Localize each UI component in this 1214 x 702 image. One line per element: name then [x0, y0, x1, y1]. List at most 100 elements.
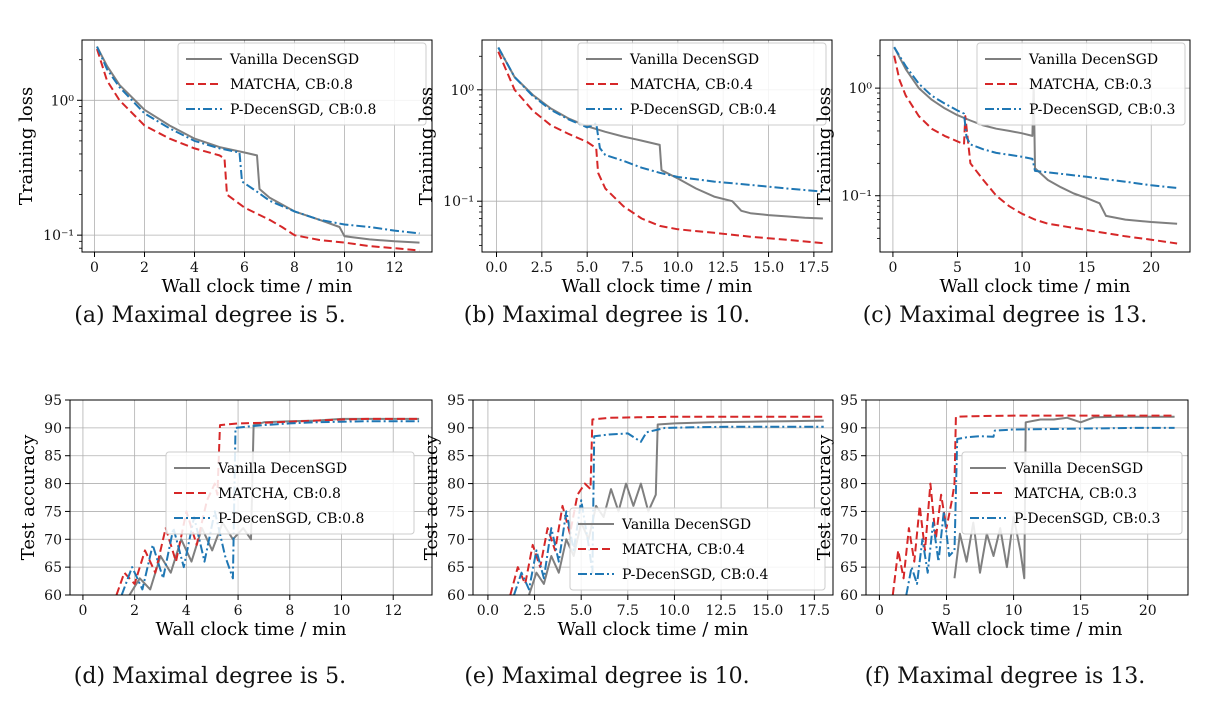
- x-tick-label: 2.5: [523, 603, 545, 619]
- legend-label: MATCHA, CB:0.8: [230, 77, 353, 93]
- y-axis-label: Test accuracy: [421, 434, 442, 560]
- legend: Vanilla DecenSGD MATCHA, CB:0.8 P-DecenSGD…: [177, 42, 427, 126]
- axes-frame: [472, 399, 834, 596]
- legend-label: P-DecenSGD, CB:0.3: [1029, 102, 1175, 118]
- series-line-1: [96, 46, 420, 244]
- caption-e: (e) Maximal degree is 10.: [464, 664, 750, 689]
- series-line-2: [96, 48, 420, 252]
- series-line-2: [497, 51, 823, 245]
- y-tick-label: 70: [44, 532, 62, 548]
- y-tick-label: 90: [44, 421, 62, 437]
- legend-label: MATCHA, CB:0.4: [622, 542, 745, 558]
- y-tick-label: 85: [840, 449, 858, 465]
- y-tick-label: 85: [447, 449, 465, 465]
- y-tick-label: 80: [44, 477, 62, 493]
- series-line-1: [953, 415, 1175, 580]
- axes-frame: [481, 39, 833, 253]
- chart-c: 0 5 10 15 20 10⁻¹ 10⁰ Wall clock time / min Trai…: [814, 39, 1191, 297]
- x-axis-label: Wall clock time / min: [940, 276, 1131, 297]
- y-tick-label: 10⁻¹: [841, 189, 872, 205]
- x-tick-label: 10: [1013, 260, 1031, 276]
- chart-f: 0 5 10 15 20 60 65 70 75 80 85 90 95 Wall clock time …: [814, 393, 1189, 640]
- x-tick-label: 5.0: [570, 603, 592, 619]
- x-tick-label: 15: [1072, 603, 1090, 619]
- x-axis-label: Wall clock time / min: [156, 619, 347, 640]
- legend-label: MATCHA, CB:0.3: [1014, 486, 1137, 502]
- legend: Vanilla DecenSGD MATCHA, CB:0.4 P-DecenSGD…: [577, 42, 827, 126]
- legend-box: [961, 451, 1183, 535]
- legend-label: P-DecenSGD, CB:0.8: [218, 511, 364, 527]
- y-tick-label: 85: [44, 449, 62, 465]
- chart-e: 0.0 2.5 5.0 7.5 10.0 12.5 15.0 17.5 60 65 70 75 80 85…: [421, 393, 834, 640]
- x-tick-label: 10: [333, 603, 351, 619]
- x-tick-label: 12.5: [708, 260, 739, 276]
- series-line-1: [893, 46, 1178, 225]
- y-tick-label: 70: [447, 532, 465, 548]
- x-tick-label: 20: [1139, 603, 1157, 619]
- x-tick-label: 10.0: [662, 260, 693, 276]
- legend: Vanilla DecenSGD MATCHA, CB:0.3 P-DecenSGD…: [976, 42, 1186, 126]
- y-tick-label: 90: [840, 421, 858, 437]
- x-axis-label: Wall clock time / min: [562, 276, 753, 297]
- series-line-2: [509, 415, 824, 595]
- caption-b: (b) Maximal degree is 10.: [463, 303, 751, 328]
- y-axis-label: Training loss: [416, 87, 437, 205]
- chart-b: 0.0 2.5 5.0 7.5 10.0 12.5 15.0 17.5 10⁻¹ 10⁰ Wall …: [416, 39, 833, 297]
- legend-label: P-DecenSGD, CB:0.4: [630, 102, 777, 118]
- legend: Vanilla DecenSGD MATCHA, CB:0.8 P-DecenSGD…: [165, 451, 415, 535]
- x-tick-label: 12: [386, 260, 404, 276]
- legend-label: Vanilla DecenSGD: [629, 52, 759, 68]
- legend-label: P-DecenSGD, CB:0.3: [1014, 511, 1160, 527]
- x-tick-label: 15.0: [752, 603, 783, 619]
- series-line-2: [891, 414, 1175, 595]
- x-tick-label: 20: [1142, 260, 1160, 276]
- series-line-3: [497, 47, 823, 193]
- x-tick-label: 5.0: [576, 260, 598, 276]
- x-tick-label: 0: [875, 603, 884, 619]
- caption-a: (a) Maximal degree is 5.: [74, 303, 346, 328]
- x-tick-label: 4: [182, 603, 191, 619]
- y-axis-label: Training loss: [814, 87, 835, 205]
- x-axis-label: Wall clock time / min: [558, 619, 749, 640]
- x-tick-label: 0: [78, 603, 87, 619]
- y-tick-label: 10⁻¹: [443, 194, 474, 210]
- x-tick-label: 6: [240, 260, 249, 276]
- y-tick-label: 10⁰: [451, 83, 475, 99]
- x-tick-label: 10.0: [659, 603, 690, 619]
- series-line-3: [893, 46, 1178, 189]
- caption-f: (f) Maximal degree is 13.: [864, 664, 1146, 689]
- x-tick-label: 6: [234, 603, 243, 619]
- x-tick-label: 17.5: [799, 603, 830, 619]
- y-tick-label: 10⁰: [51, 93, 75, 109]
- y-tick-label: 80: [840, 477, 858, 493]
- x-axis-label: Wall clock time / min: [162, 276, 353, 297]
- legend-box: [976, 42, 1186, 126]
- legend-label: P-DecenSGD, CB:0.8: [230, 102, 376, 118]
- y-tick-label: 65: [447, 560, 465, 576]
- legend-box: [569, 507, 826, 591]
- x-tick-label: 5: [942, 603, 951, 619]
- legend-label: MATCHA, CB:0.8: [218, 486, 341, 502]
- x-tick-label: 12: [384, 603, 402, 619]
- y-tick-label: 90: [447, 421, 465, 437]
- axes-frame: [69, 399, 433, 596]
- legend-label: Vanilla DecenSGD: [1028, 52, 1158, 68]
- x-tick-label: 2.5: [531, 260, 553, 276]
- x-tick-label: 0: [888, 260, 897, 276]
- x-tick-label: 0: [90, 260, 99, 276]
- series-line-1: [497, 47, 823, 220]
- axes-frame: [865, 399, 1189, 596]
- series-line-2: [893, 55, 1178, 245]
- x-tick-label: 4: [190, 260, 199, 276]
- axes-frame: [81, 39, 433, 253]
- y-tick-label: 65: [44, 560, 62, 576]
- legend: Vanilla DecenSGD MATCHA, CB:0.3 P-DecenSGD…: [961, 451, 1183, 535]
- x-tick-label: 7.5: [617, 603, 639, 619]
- series-line-3: [120, 420, 420, 595]
- legend: Vanilla DecenSGD MATCHA, CB:0.4 P-DecenSGD…: [569, 507, 826, 591]
- series-line-3: [96, 46, 420, 235]
- x-axis-label: Wall clock time / min: [932, 619, 1123, 640]
- legend-label: Vanilla DecenSGD: [229, 52, 359, 68]
- x-tick-label: 2: [140, 260, 149, 276]
